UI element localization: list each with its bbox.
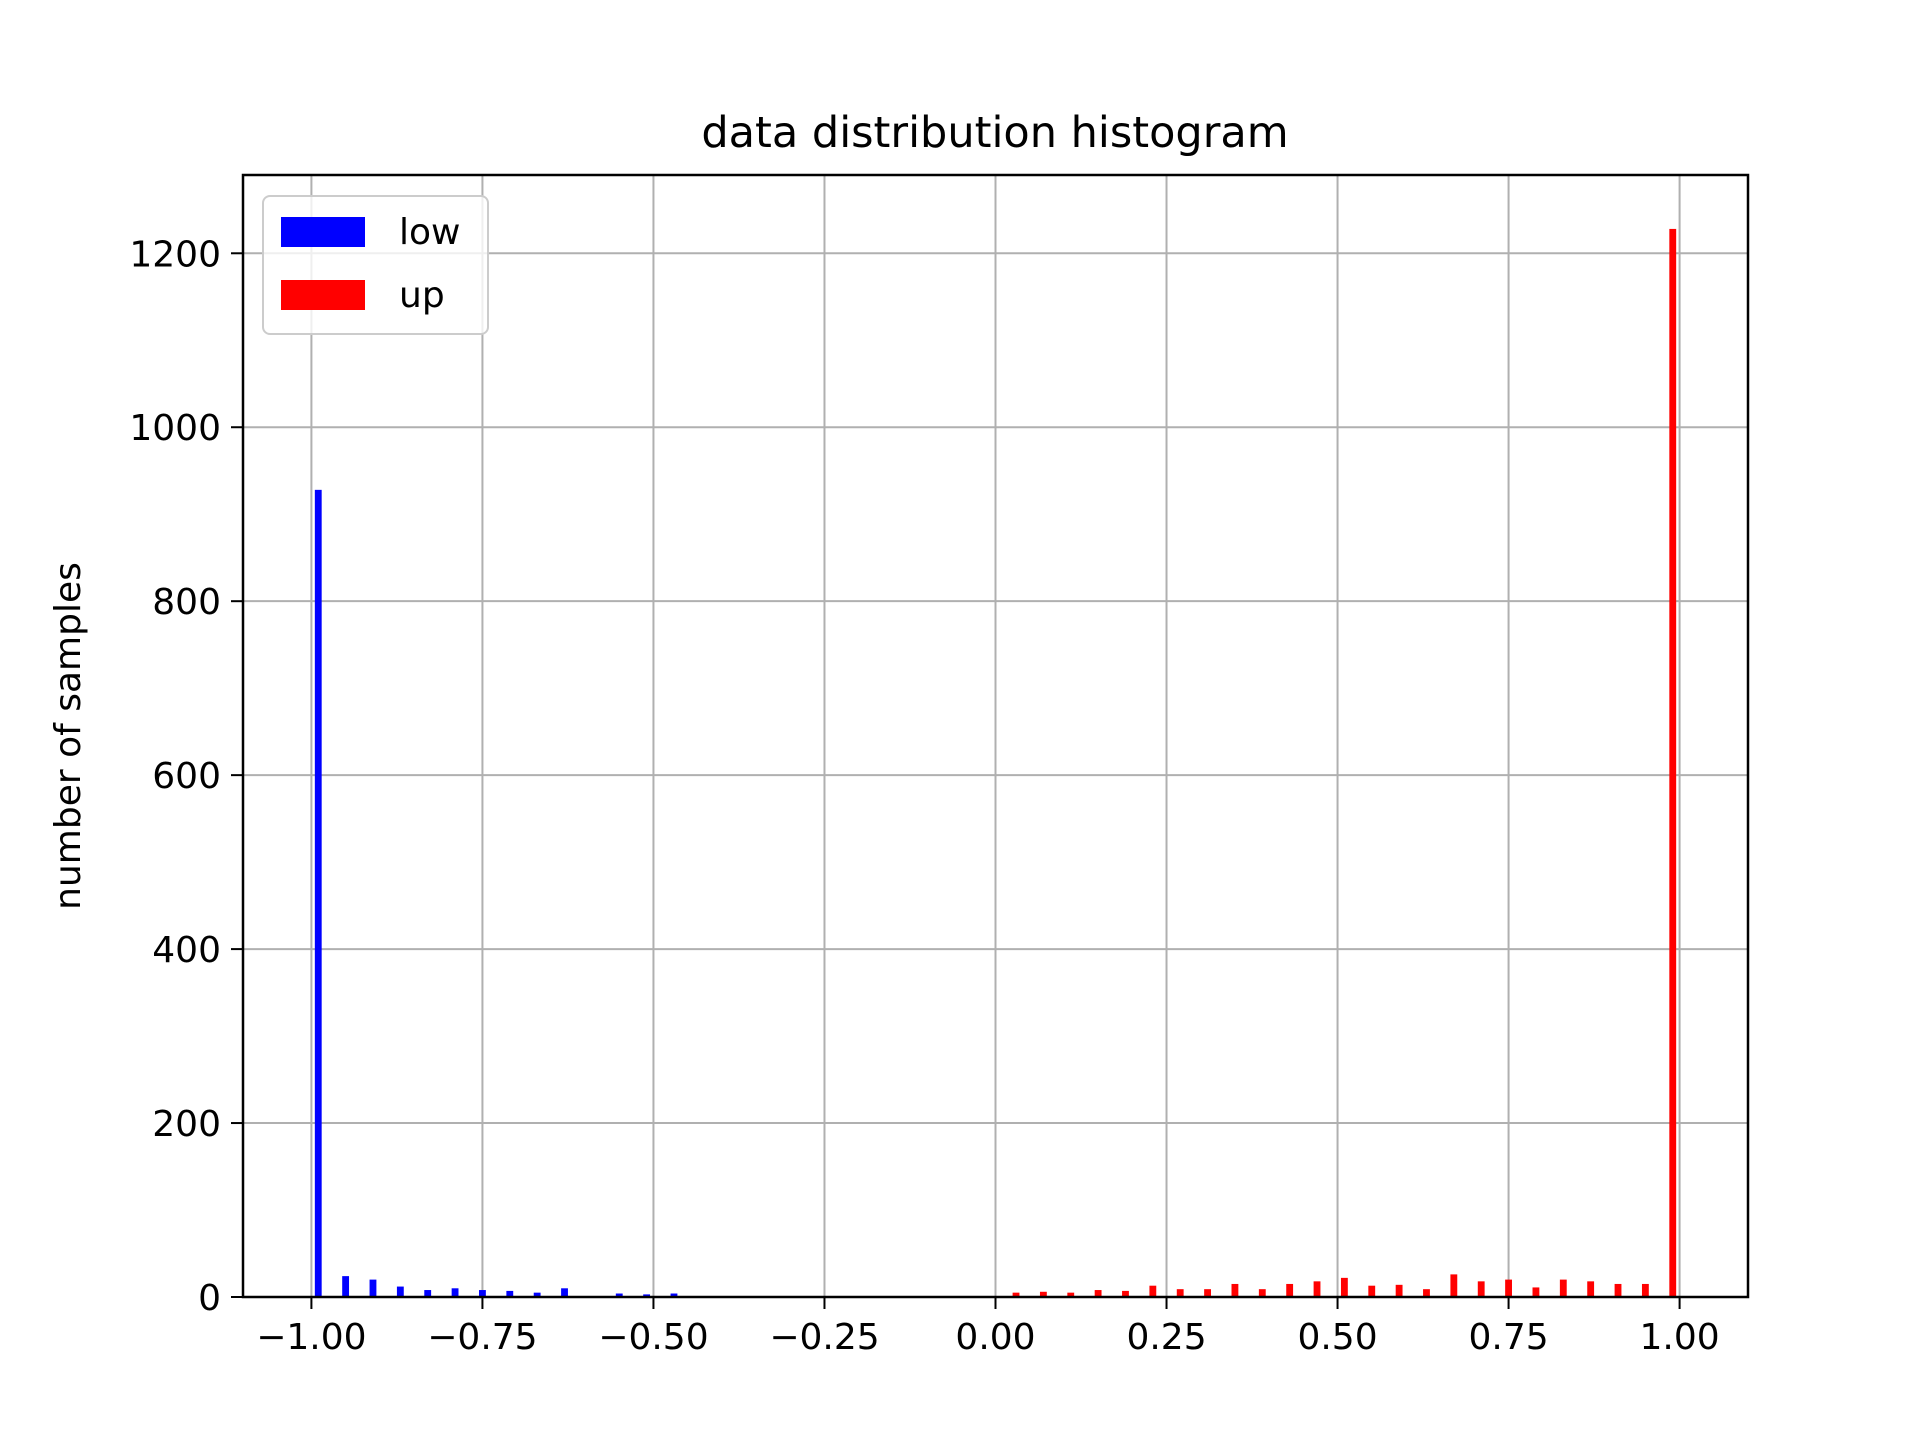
bar-up (1559, 1279, 1567, 1297)
bar-up (1505, 1279, 1512, 1297)
bar-up (1450, 1274, 1458, 1297)
y-tick-label: 1000 (129, 408, 221, 449)
bar-up (1094, 1290, 1102, 1297)
bar-up (1641, 1283, 1649, 1297)
bar-low (643, 1294, 651, 1297)
bar-up (1012, 1292, 1020, 1297)
chart-title: data distribution histogram (701, 108, 1288, 158)
axis-ticks: −1.00 −0.75 −0.50 −0.25 0.00 0.25 0.50 0.75 1.00… (129, 234, 1719, 1358)
legend-swatch-up (281, 280, 365, 310)
bar-low (533, 1292, 541, 1297)
bar-low (451, 1288, 459, 1297)
x-tick-label: −0.50 (598, 1317, 708, 1358)
bar-up (1532, 1287, 1540, 1297)
bar-low (479, 1290, 486, 1297)
y-axis-label: number of samples (48, 562, 89, 910)
x-tick-label: −0.75 (427, 1317, 537, 1358)
x-tick-label: 0.75 (1468, 1317, 1548, 1358)
bar-up (1669, 228, 1677, 1298)
bar-up (1368, 1285, 1376, 1297)
bar-up (1340, 1277, 1348, 1297)
bar-low (396, 1286, 404, 1297)
legend: low up (262, 195, 489, 335)
bar-up (1614, 1283, 1622, 1297)
y-tick-label: 0 (198, 1278, 221, 1319)
y-tick-label: 1200 (129, 234, 221, 275)
bar-up (1204, 1289, 1211, 1297)
bar-low (615, 1293, 623, 1297)
bar-up (1176, 1289, 1184, 1297)
legend-swatch-low (281, 217, 365, 247)
bar-up (1067, 1292, 1075, 1297)
x-tick-label: −1.00 (256, 1317, 366, 1358)
x-tick-label: 0.00 (955, 1317, 1035, 1358)
bar-low (670, 1293, 678, 1297)
bar-up (1587, 1281, 1595, 1297)
x-tick-label: −0.25 (769, 1317, 879, 1358)
bars (314, 228, 1677, 1298)
bar-up (1477, 1281, 1485, 1297)
x-tick-label: 0.50 (1297, 1317, 1377, 1358)
bar-up (1313, 1281, 1321, 1297)
bar-up (1149, 1285, 1157, 1297)
x-tick-label: 1.00 (1640, 1317, 1720, 1358)
bar-up (1039, 1291, 1047, 1297)
legend-label-up: up (399, 275, 445, 316)
bar-up (1231, 1283, 1239, 1297)
y-tick-label: 400 (152, 930, 221, 971)
y-tick-label: 600 (152, 756, 221, 797)
bar-up (1286, 1283, 1294, 1297)
bar-up (1258, 1289, 1266, 1297)
bar-low (561, 1288, 568, 1297)
grid (243, 175, 1748, 1298)
x-tick-label: 0.25 (1126, 1317, 1206, 1358)
y-tick-label: 200 (152, 1104, 221, 1145)
bar-low (506, 1290, 514, 1297)
y-tick-label: 800 (152, 582, 221, 623)
bar-up (1423, 1289, 1430, 1297)
bar-low (424, 1290, 432, 1297)
bar-low (314, 489, 322, 1297)
bar-up (1122, 1290, 1129, 1297)
bar-up (1395, 1284, 1403, 1297)
bar-low (342, 1276, 350, 1297)
bar-low (369, 1279, 377, 1297)
legend-label-low: low (399, 212, 460, 253)
